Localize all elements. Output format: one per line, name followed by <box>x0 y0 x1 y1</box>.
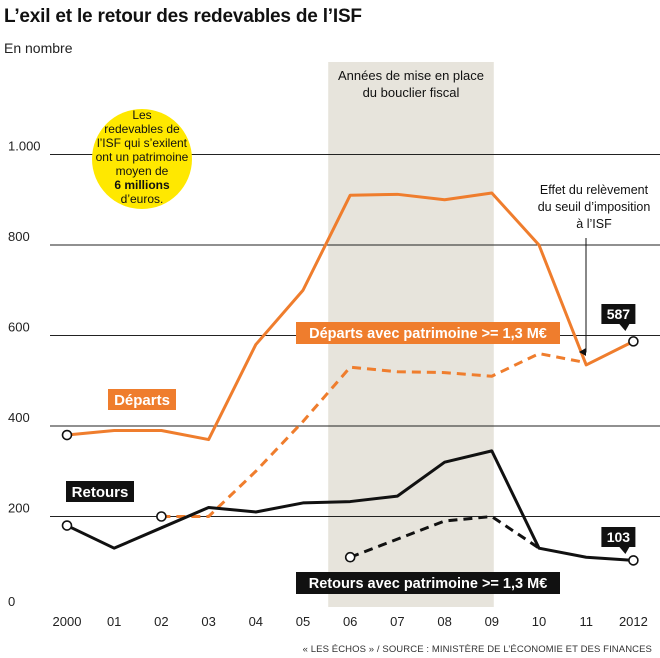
info-bubble-text: 6 millions <box>114 178 170 192</box>
value-label-pointer <box>619 324 630 331</box>
annotation-text: Effet du relèvement <box>540 183 649 197</box>
info-bubble-text: d’euros. <box>121 192 164 206</box>
series-line-1 <box>161 352 587 518</box>
legend-label-retours: Retours <box>66 481 134 502</box>
annotation-text: du seuil d’imposition <box>538 200 651 214</box>
x-tick-label: 2000 <box>53 614 82 629</box>
x-tick-label: 09 <box>485 614 499 629</box>
source-note: « LES ÉCHOS » / SOURCE : MINISTÈRE DE L’… <box>302 644 652 655</box>
chart-subtitle: En nombre <box>4 40 73 56</box>
shaded-region-label-line2: du bouclier fiscal <box>363 85 460 100</box>
legend-label-retours-patrimoine-box <box>296 572 560 594</box>
info-bubble-text: ont un patrimoine <box>96 150 189 164</box>
value-label-pointer <box>619 547 630 554</box>
y-tick-label: 600 <box>8 320 30 335</box>
x-tick-label: 01 <box>107 614 121 629</box>
legend-label-departs-patrimoine: Départs avec patrimoine >= 1,3 M€ <box>296 322 560 344</box>
x-tick-label: 08 <box>437 614 451 629</box>
chart-title: L’exil et le retour des redevables de l’… <box>4 6 362 27</box>
data-point-marker <box>628 555 639 566</box>
x-tick-label: 07 <box>390 614 404 629</box>
annotation-arrow-head <box>579 348 586 356</box>
info-bubble-text: Les <box>132 108 151 122</box>
value-label-587-box <box>601 304 636 324</box>
info-bubble-circle <box>92 109 192 209</box>
legend-label-retours-patrimoine: Retours avec patrimoine >= 1,3 M€ <box>296 572 560 594</box>
y-tick-label: 1.000 <box>8 139 41 154</box>
value-label-587-text: 587 <box>607 306 631 322</box>
value-label-103: 103 <box>601 527 636 547</box>
legend-label-departs-patrimoine-box <box>296 322 560 344</box>
x-tick-label: 04 <box>249 614 263 629</box>
series-line-3 <box>349 515 540 559</box>
value-label-587: 587 <box>601 304 636 324</box>
y-tick-label: 200 <box>8 501 30 516</box>
shaded-region-label-line1: Années de mise en place <box>338 68 484 83</box>
value-label-103-text: 103 <box>607 529 631 545</box>
legend-label-departs-patrimoine-text: Départs avec patrimoine >= 1,3 M€ <box>309 326 547 342</box>
data-point-marker <box>628 336 639 347</box>
legend-label-retours-box <box>66 481 134 502</box>
data-point-marker <box>61 520 73 531</box>
annotation-text: à l’ISF <box>576 217 612 231</box>
x-tick-label: 02 <box>154 614 168 629</box>
info-bubble-text: l’ISF qui s’exilent <box>97 136 188 150</box>
annotation: Effet du relèvement du seuil d’imposition… <box>538 183 651 356</box>
x-tick-label: 03 <box>201 614 215 629</box>
legend-label-retours-patrimoine-text: Retours avec patrimoine >= 1,3 M€ <box>309 576 548 592</box>
series-line-2 <box>66 449 634 562</box>
series-line-0 <box>66 191 635 442</box>
legend-label-retours-text: Retours <box>72 484 129 501</box>
y-tick-label: 0 <box>8 594 15 609</box>
data-point-marker <box>61 429 73 441</box>
y-tick-label: 800 <box>8 229 30 244</box>
value-label-103-box <box>601 527 636 547</box>
legend-label-departs-text: Départs <box>114 392 170 409</box>
y-tick-label: 400 <box>8 410 30 425</box>
x-tick-label: 11 <box>579 614 593 629</box>
legend-label-departs: Départs <box>108 389 176 410</box>
data-point-marker <box>344 551 356 563</box>
data-point-marker <box>156 511 167 522</box>
x-tick-label: 06 <box>343 614 357 629</box>
x-tick-label: 2012 <box>619 614 648 629</box>
x-tick-label: 10 <box>532 614 546 629</box>
info-bubble-text: redevables de <box>104 122 180 136</box>
info-bubble-text: moyen de <box>116 164 169 178</box>
annotation-arrow-line <box>583 238 587 353</box>
x-tick-label: 05 <box>296 614 310 629</box>
legend-label-departs-box <box>108 389 176 410</box>
